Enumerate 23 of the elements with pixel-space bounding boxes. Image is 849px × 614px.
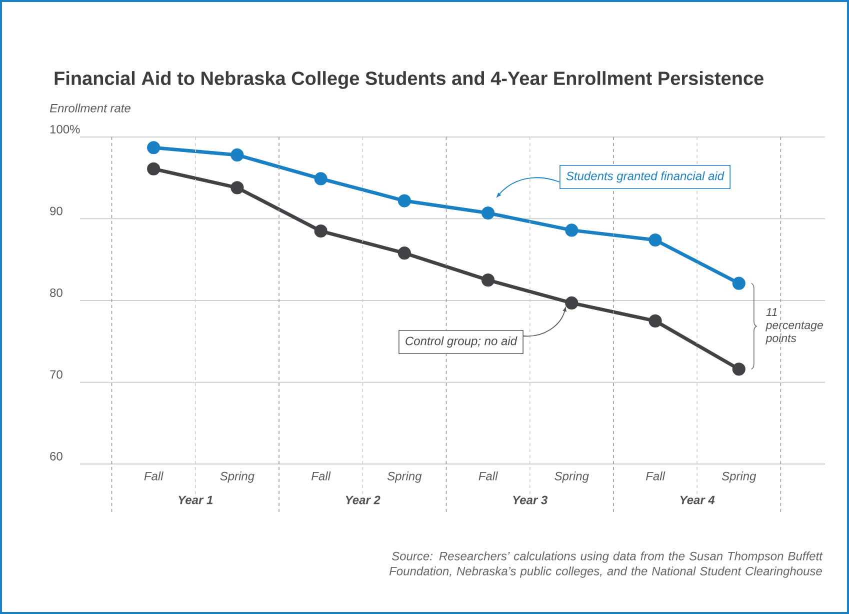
- y-tick-label: 80: [50, 288, 62, 297]
- x-tick-label: Spring: [387, 472, 422, 483]
- x-tick-label: Fall: [312, 472, 331, 480]
- x-tick-label: Spring: [554, 472, 589, 483]
- x-tick-label: Spring: [722, 472, 756, 483]
- source-note: Source: Researchers’ calculations using data from the Susan Thompson Buffett Foundation, Nebraska’s public colleges, and the National Student Clearinghouse: [389, 552, 823, 578]
- text: Year 4: [680, 496, 715, 504]
- chart-title: Financial Aid to Nebraska College Students and 4-Year Enrollment Persistence: [54, 71, 764, 89]
- x-tick-label: Spring: [220, 472, 254, 483]
- x-tick-label: Fall: [478, 472, 498, 480]
- y-tick-label: 100%: [50, 124, 80, 134]
- text: Year 2: [346, 496, 380, 504]
- text: Year 1: [178, 496, 213, 504]
- text: Control group; no aid: [406, 336, 518, 348]
- y-tick-label: 90: [50, 206, 62, 216]
- text: Year 3: [513, 496, 548, 504]
- y-tick-label: 60: [50, 452, 62, 460]
- x-tick-label: Fall: [144, 472, 164, 480]
- annotation: 11 percentage points: [766, 308, 823, 344]
- y-tick-label: 70: [50, 370, 62, 379]
- y-axis-title: Enrollment rate: [50, 104, 130, 112]
- x-tick-label: Fall: [646, 472, 666, 480]
- text: Students granted financial aid: [566, 171, 724, 183]
